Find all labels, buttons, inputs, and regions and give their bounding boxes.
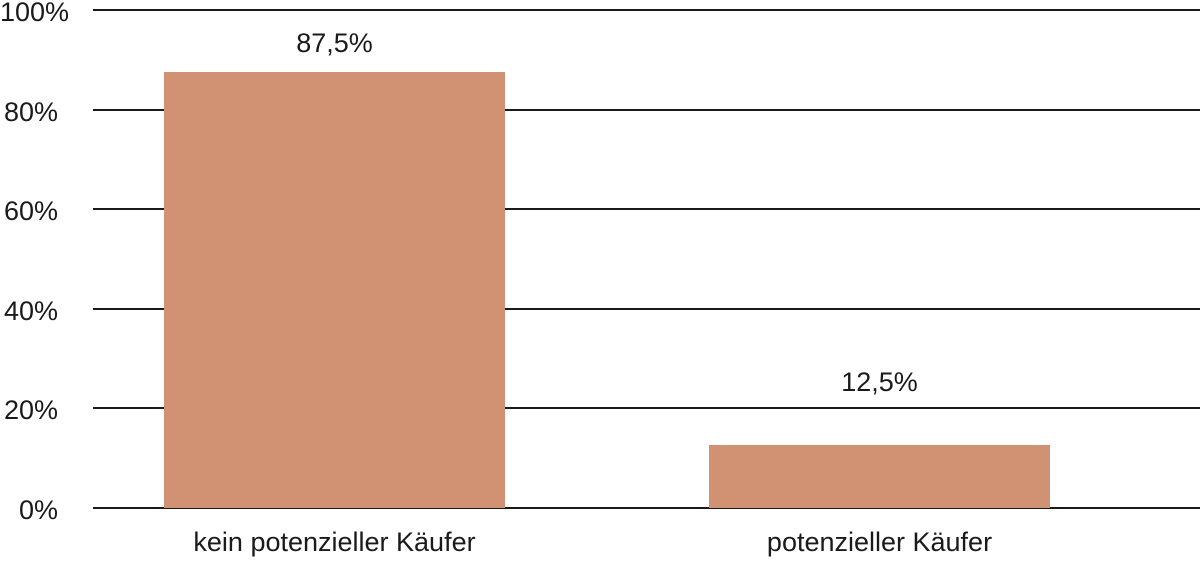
gridline [93,108,1200,111]
bar-potenzieller-kaeufer [709,445,1050,508]
y-axis-tick-label: 80% [3,96,58,127]
x-axis-category-label: kein potenzieller Käufer [193,527,476,557]
x-axis-category-label: potenzieller Käufer [766,527,993,557]
gridline [93,9,1200,11]
y-axis-tick-label: 40% [3,295,58,326]
gridline [93,407,1200,409]
gridline [93,208,1200,210]
bar-value-label: 12,5% [841,367,918,398]
gridline [93,307,1200,310]
gridline [93,506,1200,509]
y-axis-tick-label: 0% [18,494,58,525]
bar-kein-potenzieller-kaeufer [164,72,505,508]
y-axis-tick-label: 20% [3,395,58,425]
y-axis-tick-label: 60% [3,196,58,226]
bar-value-label: 87,5% [296,28,373,59]
y-axis-tick-label: 100% [0,0,70,27]
